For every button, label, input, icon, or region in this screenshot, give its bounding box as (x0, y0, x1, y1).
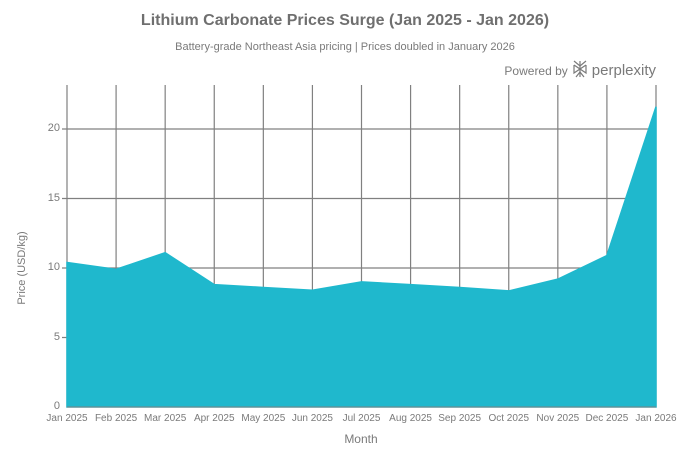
x-tick-label: Mar 2025 (144, 413, 187, 424)
y-tick-label: 5 (53, 330, 60, 343)
y-tick-label: 0 (53, 400, 60, 412)
x-tick-label: Feb 2025 (94, 413, 138, 424)
price-area (66, 106, 657, 408)
x-tick-label: Jan 2026 (635, 413, 677, 424)
x-tick-label: Jan 2025 (46, 413, 88, 424)
y-tick-label: 20 (47, 122, 60, 134)
x-tick-label: Dec 2025 (585, 413, 629, 424)
perplexity-logo-icon (572, 60, 588, 81)
x-tick-label: Apr 2025 (193, 413, 235, 424)
y-axis-label: Price (USD/kg) (16, 231, 28, 305)
x-axis-label: Month (344, 432, 378, 446)
chart-title: Lithium Carbonate Prices Surge (Jan 2025… (140, 12, 550, 29)
x-tick-label: Jul 2025 (342, 413, 381, 424)
y-tick-label: 15 (47, 191, 60, 204)
x-tick-label: Oct 2025 (488, 413, 530, 424)
chart-subtitle: Battery-grade Northeast Asia pricing | P… (175, 41, 515, 53)
powered-by-label: Powered by (504, 63, 568, 78)
x-tick-label: Nov 2025 (536, 413, 580, 424)
x-tick-label: Aug 2025 (389, 413, 432, 424)
x-tick-label: Sep 2025 (438, 413, 482, 424)
perplexity-brand: perplexity (591, 62, 656, 79)
y-tick-label: 10 (47, 261, 60, 273)
powered-by-badge: Powered by perplexity (504, 60, 656, 81)
x-tick-label: May 2025 (241, 413, 286, 424)
x-tick-label: Jun 2025 (291, 413, 333, 424)
